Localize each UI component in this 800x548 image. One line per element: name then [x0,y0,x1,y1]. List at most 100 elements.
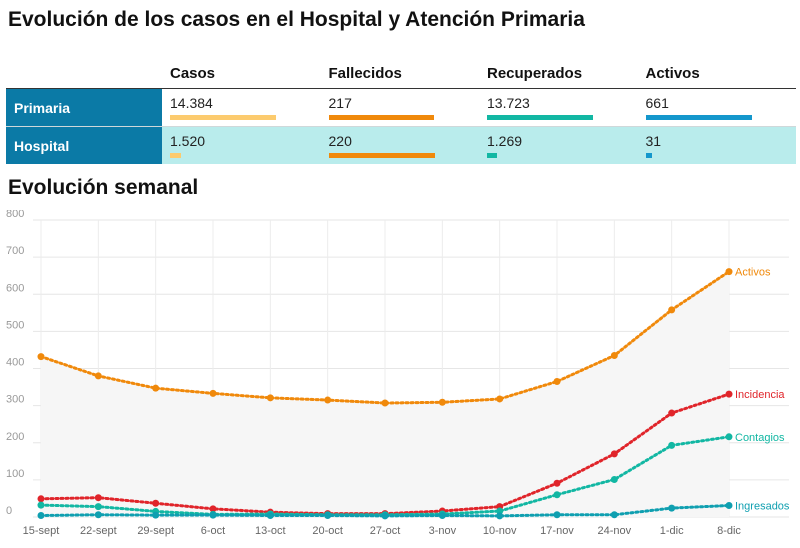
data-point [438,398,446,406]
data-point [324,396,332,404]
data-point [37,501,45,509]
value-bar [170,115,276,120]
data-point [610,476,618,484]
summary-table: Casos Fallecidos Recuperados Activos Pri… [6,58,796,164]
data-point [438,512,446,520]
data-point [668,504,676,512]
y-tick-label: 300 [6,394,24,406]
x-tick-label: 17-nov [540,525,574,537]
y-tick-label: 0 [6,505,12,517]
x-tick-label: 24-nov [598,525,632,537]
row-label-primaria: Primaria [6,88,162,127]
table-cell: 31 [637,126,796,164]
x-tick-label: 6-oct [201,525,225,537]
data-point [209,505,217,513]
data-point [610,450,618,458]
table-header-row: Casos Fallecidos Recuperados Activos [6,58,796,89]
cell-value: 1.269 [487,133,523,149]
row-label-hospital: Hospital [6,126,162,164]
cell-value: 14.384 [170,95,213,111]
data-point [381,399,389,407]
y-tick-label: 400 [6,357,24,369]
x-tick-label: 8-dic [717,525,741,537]
series-label: Incidencia [735,389,785,401]
chart-title: Evolución semanal [8,176,199,199]
value-bar [487,115,593,120]
value-bar [328,153,435,158]
data-point [553,479,561,487]
data-point [725,433,733,441]
data-point [266,512,274,520]
y-tick-label: 800 [6,210,24,220]
data-point [37,353,45,361]
data-point [94,511,102,519]
table-cell: 1.520 [162,126,321,164]
series-label: Ingresados [735,500,790,512]
table-header-fallecidos: Fallecidos [320,58,479,89]
table-row: Hospital 1.520 220 1.269 31 [6,126,796,164]
table-cell: 220 [320,126,479,164]
x-tick-label: 1-dic [660,525,684,537]
x-tick-label: 20-oct [312,525,343,537]
table-cell: 1.269 [479,126,638,164]
y-tick-label: 500 [6,319,24,331]
x-tick-label: 13-oct [255,525,286,537]
data-point [152,384,160,392]
x-tick-label: 29-sept [137,525,174,537]
data-point [324,512,332,520]
data-point [37,512,45,520]
data-point [668,306,676,314]
cell-value: 220 [328,133,352,149]
cell-value: 13.723 [487,95,530,111]
series-label: Contagios [735,432,785,444]
table-cell: 217 [320,88,479,127]
data-point [610,511,618,519]
line-chart: 0 100 200 300 400 500 600 700 800 15-sept 22-sept 2… [6,210,790,537]
table-cell: 661 [637,88,796,127]
value-bar [328,115,434,120]
cell-value: 1.520 [170,133,206,149]
data-point [209,389,217,397]
data-point [209,511,217,519]
table-header-casos: Casos [162,58,321,89]
page-title: Evolución de los casos en el Hospital y … [8,8,585,31]
value-bar [645,115,752,120]
value-bar [645,153,652,158]
y-tick-label: 200 [6,431,24,443]
x-tick-label: 15-sept [23,525,60,537]
series-label: Activos [735,267,771,279]
cell-value: 661 [645,95,669,111]
x-tick-label: 10-nov [483,525,517,537]
data-point [553,511,561,519]
cell-value: 217 [328,95,352,111]
data-point [37,495,45,503]
data-point [725,390,733,398]
y-tick-label: 600 [6,282,24,294]
data-point [553,377,561,385]
y-tick-label: 100 [6,468,24,480]
x-tick-label: 27-oct [370,525,401,537]
table-header-recuperados: Recuperados [479,58,638,89]
data-point [496,512,504,520]
table-row: Primaria 14.384 217 13.723 661 [6,88,796,127]
table-header-activos: Activos [637,58,796,89]
table-header-blank [6,58,162,89]
y-tick-label: 700 [6,245,24,257]
data-point [266,394,274,402]
data-point [152,511,160,519]
data-point [94,372,102,380]
value-bar [487,153,497,158]
data-point [668,409,676,417]
data-point [381,512,389,520]
table-cell: 13.723 [479,88,638,127]
data-point [496,507,504,515]
value-bar [170,153,181,158]
data-point [725,501,733,509]
cell-value: 31 [645,133,662,149]
x-tick-label: 3-nov [429,525,457,537]
area-fill [41,271,729,517]
data-point [668,441,676,449]
data-point [496,395,504,403]
table-cell: 14.384 [162,88,321,127]
data-point [610,352,618,360]
